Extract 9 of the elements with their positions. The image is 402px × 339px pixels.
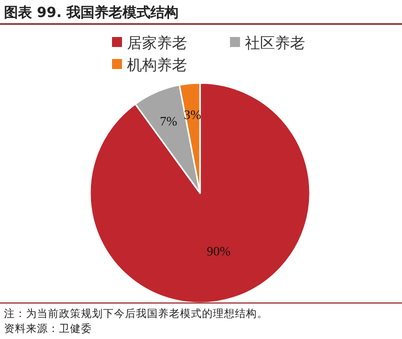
- text: 资料来源：卫健委: [4, 322, 92, 335]
- pie-slice: [89, 82, 311, 304]
- data-label: 7%: [160, 113, 178, 128]
- text: 注：为当前政策规划下今后我国养老模式的理想结构。: [4, 307, 268, 320]
- legend-label: 居家养老: [127, 34, 187, 52]
- legend-label: 社区养老: [245, 34, 305, 52]
- legend-label: 机构养老: [127, 56, 187, 74]
- data-label: 90%: [206, 244, 231, 259]
- chart-title: 图表 99. 我国养老模式结构: [4, 4, 179, 21]
